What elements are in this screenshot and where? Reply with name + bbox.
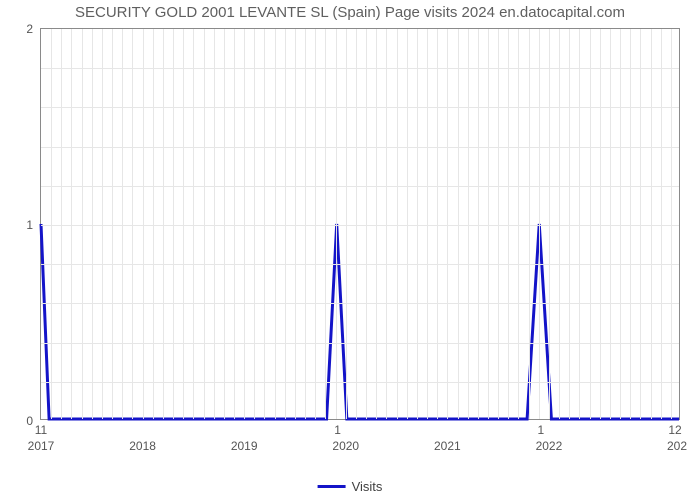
x-sub-label: 11 <box>35 419 47 437</box>
grid-line-v <box>468 29 469 419</box>
grid-line-v <box>508 29 509 419</box>
grid-line-v <box>478 29 479 419</box>
x-tick-label: 2019 <box>231 419 258 453</box>
grid-line-v <box>51 29 52 419</box>
grid-line-v <box>569 29 570 419</box>
chart-container: SECURITY GOLD 2001 LEVANTE SL (Spain) Pa… <box>0 0 700 500</box>
plot-area: 012201720182019202020212022202111112 <box>40 28 680 420</box>
grid-line-v <box>620 29 621 419</box>
grid-line-v <box>488 29 489 419</box>
grid-line-v <box>407 29 408 419</box>
y-tick-label: 2 <box>26 22 41 36</box>
grid-line-v <box>458 29 459 419</box>
chart-title: SECURITY GOLD 2001 LEVANTE SL (Spain) Pa… <box>0 4 700 21</box>
grid-line-v <box>204 29 205 419</box>
grid-line-v <box>71 29 72 419</box>
x-sub-label: 12 <box>668 419 681 437</box>
grid-line-h <box>41 225 679 226</box>
grid-line-v <box>386 29 387 419</box>
grid-line-v <box>346 29 347 419</box>
grid-line-h <box>41 186 679 187</box>
grid-line-h <box>41 107 679 108</box>
grid-line-v <box>61 29 62 419</box>
grid-line-v <box>518 29 519 419</box>
grid-line-v <box>315 29 316 419</box>
grid-line-v <box>610 29 611 419</box>
legend-swatch <box>318 485 346 488</box>
grid-line-h <box>41 264 679 265</box>
grid-line-v <box>264 29 265 419</box>
grid-line-v <box>336 29 337 419</box>
grid-line-v <box>305 29 306 419</box>
grid-line-h <box>41 382 679 383</box>
grid-line-v <box>285 29 286 419</box>
x-sub-label: 1 <box>334 419 341 437</box>
grid-line-v <box>143 29 144 419</box>
grid-line-v <box>193 29 194 419</box>
legend-label: Visits <box>352 479 383 494</box>
grid-line-v <box>376 29 377 419</box>
grid-line-v <box>234 29 235 419</box>
grid-line-v <box>590 29 591 419</box>
grid-line-v <box>539 29 540 419</box>
grid-line-v <box>325 29 326 419</box>
grid-line-v <box>153 29 154 419</box>
grid-line-v <box>163 29 164 419</box>
grid-line-h <box>41 68 679 69</box>
grid-line-v <box>92 29 93 419</box>
grid-line-v <box>112 29 113 419</box>
grid-line-v <box>600 29 601 419</box>
visits-line <box>41 29 679 419</box>
grid-line-h <box>41 343 679 344</box>
grid-line-v <box>132 29 133 419</box>
grid-line-v <box>173 29 174 419</box>
grid-line-v <box>498 29 499 419</box>
grid-line-v <box>295 29 296 419</box>
grid-line-v <box>244 29 245 419</box>
grid-line-v <box>640 29 641 419</box>
grid-line-v <box>254 29 255 419</box>
grid-line-v <box>214 29 215 419</box>
grid-line-v <box>661 29 662 419</box>
x-tick-label: 2021 <box>434 419 461 453</box>
grid-line-v <box>183 29 184 419</box>
grid-line-h <box>41 303 679 304</box>
y-tick-label: 1 <box>26 218 41 232</box>
grid-line-v <box>437 29 438 419</box>
grid-line-v <box>397 29 398 419</box>
grid-line-v <box>275 29 276 419</box>
grid-line-v <box>224 29 225 419</box>
grid-line-v <box>366 29 367 419</box>
grid-line-v <box>549 29 550 419</box>
grid-line-v <box>122 29 123 419</box>
grid-line-v <box>102 29 103 419</box>
grid-line-h <box>41 147 679 148</box>
grid-line-v <box>651 29 652 419</box>
grid-line-v <box>671 29 672 419</box>
grid-line-v <box>417 29 418 419</box>
grid-line-v <box>427 29 428 419</box>
x-sub-label: 1 <box>537 419 544 437</box>
legend: Visits <box>318 479 383 494</box>
grid-line-v <box>356 29 357 419</box>
grid-line-v <box>579 29 580 419</box>
grid-line-v <box>630 29 631 419</box>
grid-line-v <box>529 29 530 419</box>
x-tick-label: 2018 <box>129 419 156 453</box>
grid-line-v <box>447 29 448 419</box>
grid-line-v <box>82 29 83 419</box>
grid-line-v <box>559 29 560 419</box>
